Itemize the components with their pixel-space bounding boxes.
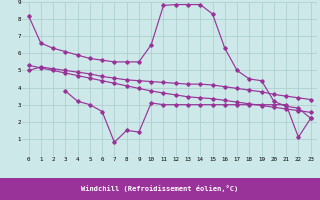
- Text: Windchill (Refroidissement éolien,°C): Windchill (Refroidissement éolien,°C): [81, 186, 239, 192]
